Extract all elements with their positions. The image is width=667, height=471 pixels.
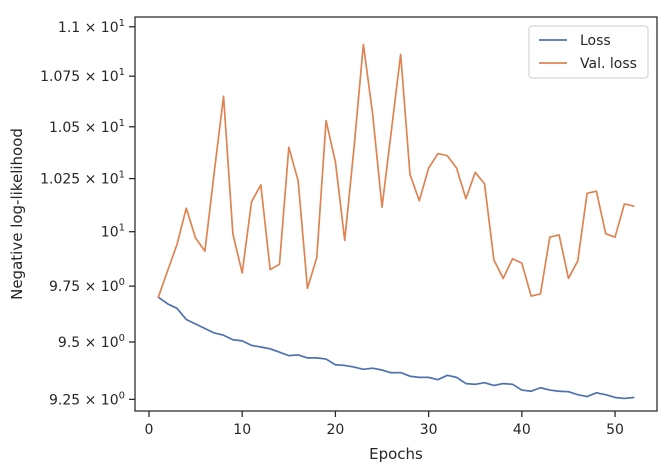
series-lines (157, 43, 635, 400)
x-tick-label: 40 (513, 422, 531, 438)
y-tick-label: 101 (101, 223, 125, 241)
y-tick-label: 1.075 × 101 (40, 67, 125, 85)
series-line-loss (157, 296, 635, 400)
legend-label-val-loss: Val. loss (580, 56, 637, 72)
x-tick-label: 50 (606, 422, 624, 438)
x-tick-label: 20 (326, 422, 344, 438)
legend-box (528, 25, 649, 79)
y-tick-label: 9.5 × 100 (58, 333, 125, 351)
legend: Loss Val. loss (528, 25, 649, 79)
plot-frame (134, 16, 658, 412)
y-axis-label: Negative log-likelihood (8, 128, 26, 300)
x-axis-label: Epochs (369, 445, 423, 463)
x-tick-label: 0 (145, 422, 154, 438)
y-axis-ticks: 9.25 × 100 9.5 × 100 9.75 × 100 101 1.025 × … (40, 18, 135, 408)
x-axis-ticks: 0 10 20 30 40 50 (145, 411, 624, 438)
legend-label-loss: Loss (580, 33, 611, 49)
x-tick-label: 10 (233, 422, 251, 438)
series-line-val-loss (157, 43, 635, 299)
y-tick-label: 1.05 × 101 (49, 118, 125, 136)
x-tick-label: 30 (420, 422, 438, 438)
y-tick-label: 1.1 × 101 (58, 18, 125, 36)
y-tick-label: 9.25 × 100 (49, 390, 125, 408)
y-tick-label: 9.75 × 100 (49, 277, 125, 295)
plot-area (135, 17, 657, 411)
y-tick-label: 1.025 × 101 (40, 170, 125, 188)
